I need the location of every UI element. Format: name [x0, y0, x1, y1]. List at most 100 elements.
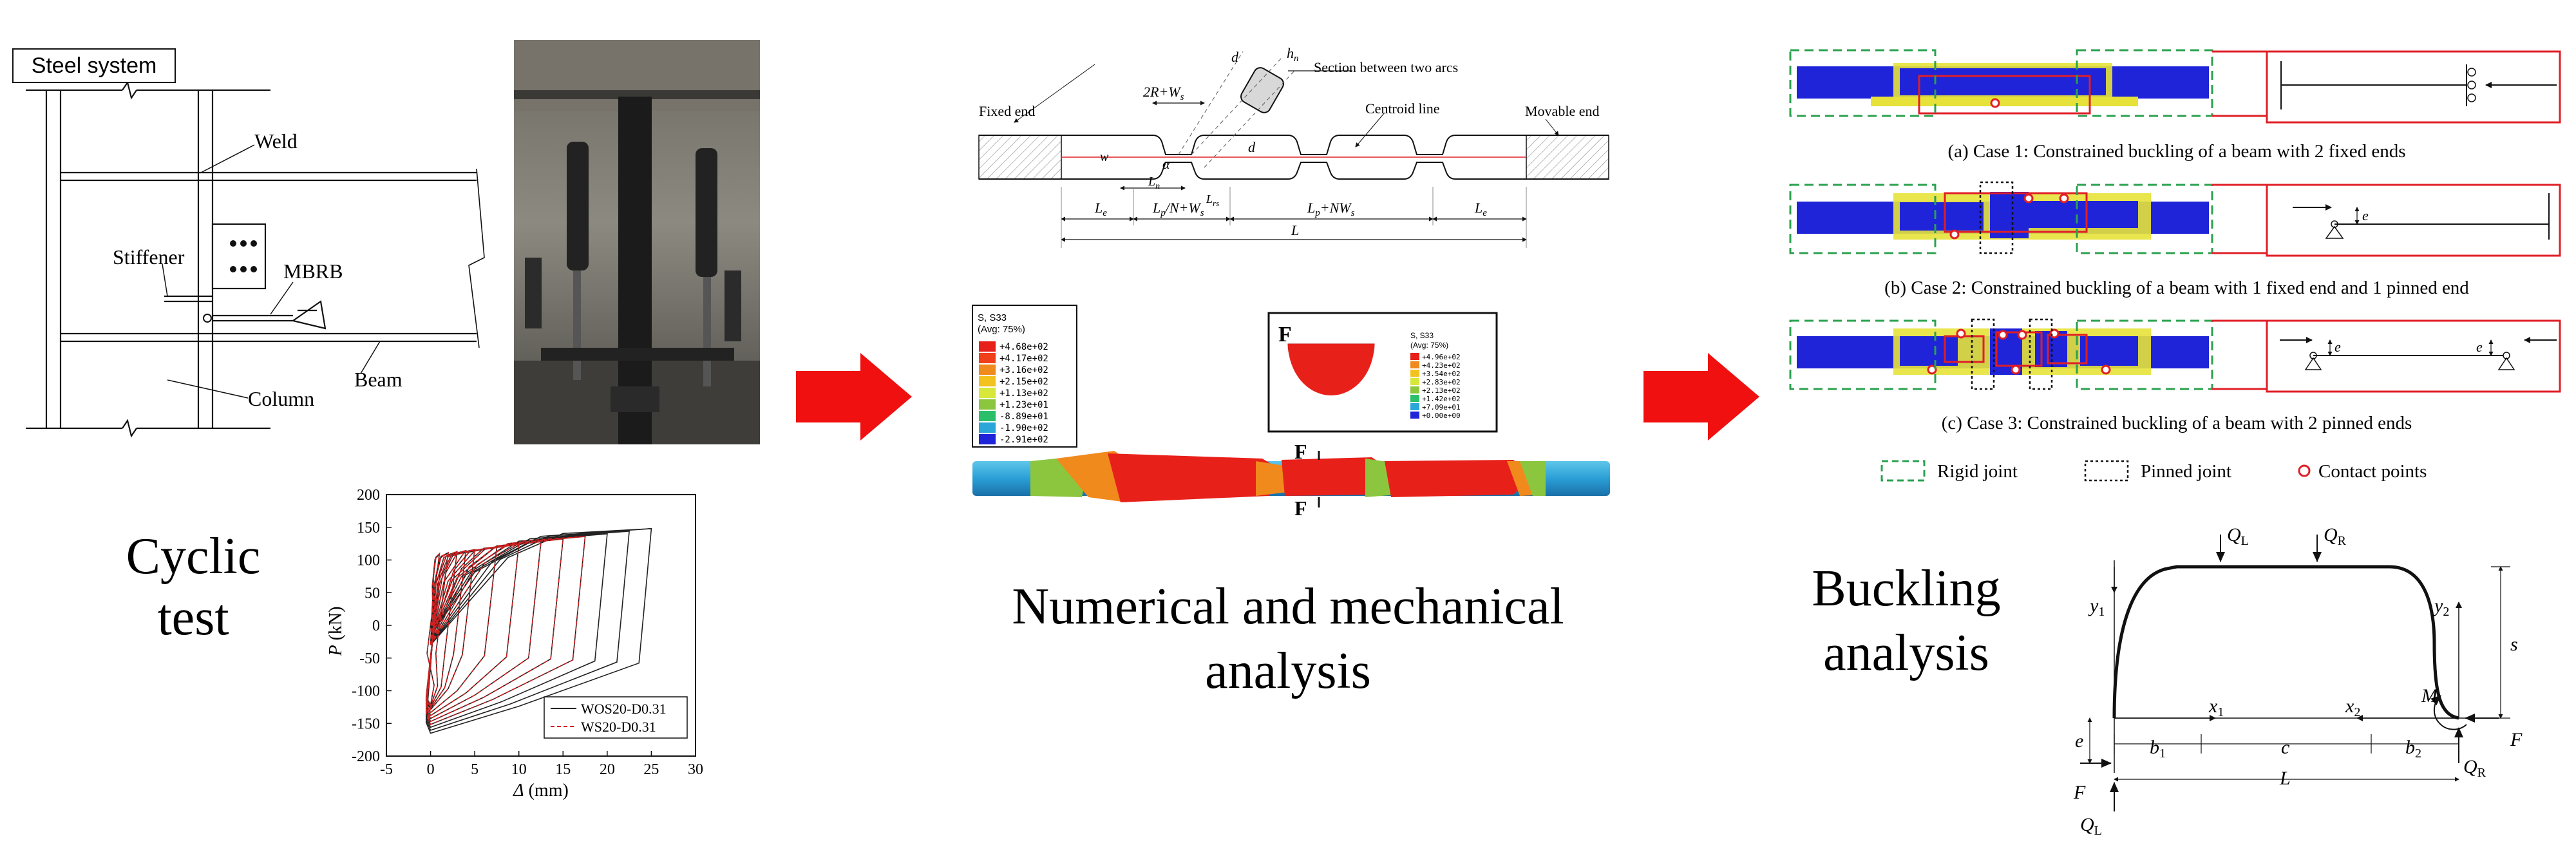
fbd-y1: y1: [2088, 595, 2105, 619]
x-tick-label-6: 25: [643, 761, 659, 778]
force-F-bottom: F: [1294, 497, 1307, 520]
legend1-swatch-4: [979, 388, 996, 398]
legend1-value-8: -2.91e+02: [999, 435, 1048, 445]
legend-rigid-joint: Rigid joint: [1937, 461, 2018, 482]
legend2-swatch-4: [1410, 386, 1419, 394]
legend2-swatch-6: [1410, 403, 1419, 410]
legend1-value-4: +1.13e+02: [999, 388, 1048, 399]
fbd-y2: y2: [2432, 595, 2449, 619]
legend1-swatch-2: [979, 365, 996, 375]
sym-d-top: d: [1231, 49, 1239, 65]
mbrb-label: MBRB: [283, 260, 343, 283]
sym-w: w: [1100, 150, 1109, 164]
fbd-QR: QR: [2324, 524, 2347, 548]
y-tick-label-1: 150: [357, 520, 380, 536]
legend1-value-0: +4.68e+02: [999, 342, 1048, 352]
hysteresis-loop-1-7: [425, 541, 542, 719]
legend1-value-1: +4.17e+02: [999, 354, 1048, 364]
cyclic-title-line2: test: [157, 589, 229, 646]
test-rig-photo: [514, 40, 760, 444]
section-between-arcs-label: Section between two arcs: [1314, 59, 1458, 75]
fbd-s: s: [2510, 634, 2518, 655]
numerical-title-line2: analysis: [1205, 643, 1371, 699]
fbd-QL-bottom: QL: [2080, 814, 2102, 838]
legend2-value-1: +4.23e+02: [1422, 361, 1461, 370]
fe-section-panel: +4.96e+02+4.23e+02+3.54e+02+2.83e+02+2.1…: [1267, 312, 1498, 433]
legend2-swatch-0: [1410, 353, 1419, 360]
legend2-value-3: +2.83e+02: [1422, 378, 1461, 386]
buckling-free-body-diagram: [2080, 535, 2510, 811]
legend1-swatch-3: [979, 376, 996, 386]
legend1-swatch-7: [979, 422, 996, 433]
fbd-c: c: [2281, 737, 2289, 758]
legend1-swatch-0: [979, 341, 996, 352]
fbd-labels: QL QR y1 y2 x1 x2 s M F F e b1 c b2 L QR…: [2073, 524, 2523, 838]
hysteresis-loop-1-4: [425, 549, 476, 711]
y-tick-label-6: -100: [352, 683, 380, 700]
fbd-x2: x2: [2345, 696, 2360, 719]
legend2-value-2: +3.54e+02: [1422, 370, 1461, 378]
fbd-QL: QL: [2227, 524, 2249, 548]
fbd-e: e: [2075, 730, 2083, 752]
legend-pinned-joint: Pinned joint: [2141, 461, 2231, 482]
legend1-swatch-5: [979, 399, 996, 410]
hysteresis-series: [425, 527, 652, 734]
legend1-value-2: +3.16e+02: [999, 365, 1048, 375]
dim-Lp-NWs: Lp+NWs: [1307, 200, 1355, 218]
legend1-value-6: -8.89e+01: [999, 412, 1048, 422]
y-tick-label-8: -200: [352, 748, 380, 765]
legend2-title: S, S33: [1410, 331, 1434, 340]
gusset-bolts: [203, 240, 257, 323]
fbd-b1: b1: [2150, 737, 2166, 761]
hysteresis-ticks: -5 0 5 10 15 20 25 30200150100500-50-100-150-20…: [352, 487, 703, 778]
steel-system-label-box: [12, 48, 176, 83]
legend-entry-wos: WOS20-D0.31: [581, 701, 667, 717]
legend2-swatch-7: [1410, 412, 1419, 419]
legend2-value-4: +2.13e+02: [1422, 386, 1461, 395]
case3-caption: (c) Case 3: Constrained buckling of a be…: [1942, 413, 2412, 433]
legend2-value-6: +7.09e+01: [1422, 403, 1461, 412]
x-tick-label-7: 30: [688, 761, 703, 778]
hysteresis-xlabel: Δ (mm): [513, 781, 569, 801]
legend2-swatch-2: [1410, 370, 1419, 377]
numerical-title-line1: Numerical and mechanical: [1012, 578, 1564, 635]
case1-caption: (a) Case 1: Constrained buckling of a be…: [1947, 141, 2405, 162]
buckling-title-line2: analysis: [1823, 625, 1989, 681]
dim-2R-Ws-label: 2R+Ws: [1143, 84, 1184, 102]
beam-label: Beam: [354, 368, 402, 391]
stiffener-label: Stiffener: [113, 245, 185, 269]
legend1-value-3: +2.15e+02: [999, 377, 1048, 387]
steel-system-label: Steel system: [32, 53, 157, 78]
flow-arrow-2: [1643, 353, 1759, 441]
joint-legend: [1880, 460, 2311, 482]
dim-L-total: L: [1291, 222, 1299, 238]
fbd-F-right: F: [2510, 729, 2523, 750]
hysteresis-loop-0-12: [425, 527, 652, 734]
force-F-section: F: [1278, 323, 1292, 346]
hysteresis-loop-1-9: [425, 536, 586, 725]
fbd-M: M: [2421, 685, 2439, 707]
x-tick-label-2: 5: [471, 761, 478, 778]
column-label: Column: [248, 387, 314, 410]
legend1-swatch-8: [979, 434, 996, 444]
sym-Ln: Ln: [1148, 175, 1160, 191]
y-tick-label-4: 0: [372, 618, 380, 634]
fixed-end-label: Fixed end: [979, 103, 1035, 119]
fbd-L: L: [2279, 768, 2291, 789]
case2-caption: (b) Case 2: Constrained buckling of a be…: [1884, 278, 2469, 298]
x-tick-label-5: 20: [600, 761, 615, 778]
y-tick-label-2: 100: [357, 553, 380, 569]
legend-entry-ws: WS20-D0.31: [581, 719, 656, 735]
dim-Le-left: Le: [1094, 200, 1107, 218]
legend2-value-7: +0.00e+00: [1422, 412, 1461, 420]
fbd-x1: x1: [2208, 696, 2224, 719]
legend2-swatch-3: [1410, 378, 1419, 385]
sym-Lrs: Lrs: [1206, 193, 1219, 208]
hysteresis-loop-1-2: [425, 551, 458, 709]
legend2-value-0: +4.96e+02: [1422, 353, 1461, 361]
mbrb-geometry-drawing: [978, 51, 1609, 248]
sym-d-mid: d: [1248, 139, 1256, 155]
y-tick-label-5: -50: [359, 650, 380, 667]
hysteresis-loop-1-0: [425, 552, 440, 707]
